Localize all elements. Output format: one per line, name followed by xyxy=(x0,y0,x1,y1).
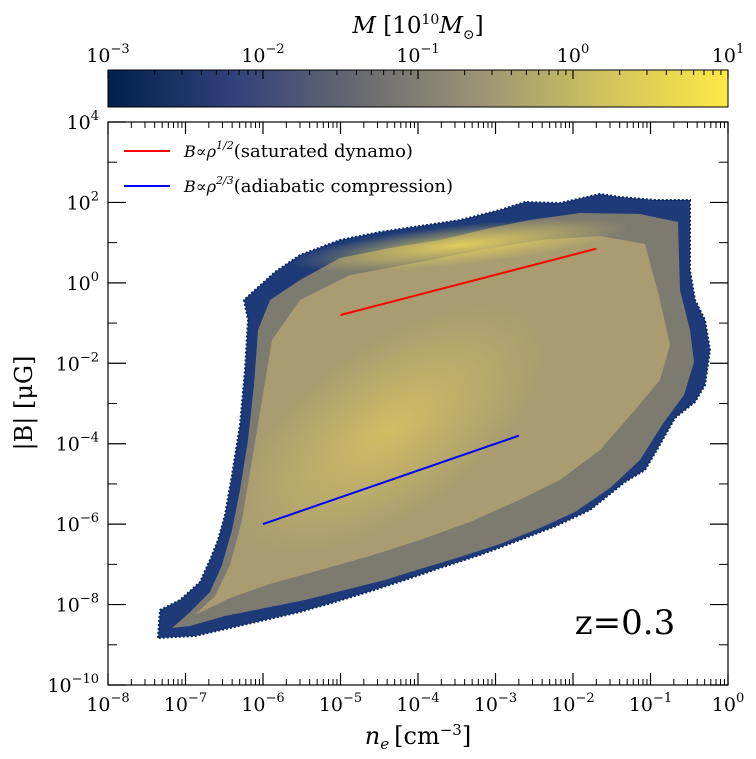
y-tick-label: 10−2 xyxy=(56,350,99,375)
x-tick-label: 10−2 xyxy=(551,691,594,716)
legend: B∝ρ1/2(saturated dynamo) B∝ρ2/3(adiabati… xyxy=(124,139,453,197)
x-tick-label: 10−7 xyxy=(164,691,207,716)
y-tick-label: 10−8 xyxy=(56,592,99,617)
x-tick-label: 10−8 xyxy=(86,691,129,716)
x-tick-label: 10−5 xyxy=(319,691,362,716)
redshift-annotation: z=0.3 xyxy=(575,603,675,643)
colorbar-tick-label: 10−1 xyxy=(396,42,439,67)
colorbar-tick-label: 100 xyxy=(557,42,589,67)
x-tick-label: 10−1 xyxy=(629,691,672,716)
y-tick-label: 10−6 xyxy=(56,511,99,536)
x-tick-label: 100 xyxy=(712,691,744,716)
colorbar-tick-labels: 10−3 10−2 10−1 100 101 xyxy=(86,42,744,67)
x-axis-label: ne [cm−3] xyxy=(365,721,471,753)
y-axis-tick-labels: 104 102 100 10−2 10−4 10−6 10−8 10−10 xyxy=(47,109,99,697)
series-line-adiabatic-compression xyxy=(262,434,520,526)
legend-label-adiabatic: B∝ρ2/3(adiabatic compression) xyxy=(183,174,453,197)
legend-label-dynamo: B∝ρ1/2(saturated dynamo) xyxy=(183,139,413,162)
plot-area: 10−8 10−7 10−6 10−5 10−4 10−3 10−2 10−1 100 1041… xyxy=(47,109,744,716)
y-axis-label: |B| [μG] xyxy=(10,356,39,451)
density-heatmap xyxy=(156,192,712,640)
colorbar-label: M [1010M⊙] xyxy=(351,12,483,43)
y-axis-ticks xyxy=(108,121,728,686)
series-line-saturated-dynamo xyxy=(340,247,597,316)
colorbar: M [1010M⊙] 10−3 10−2 10−1 100 101 xyxy=(86,12,744,108)
x-tick-label: 10−6 xyxy=(241,691,284,716)
colorbar-tick-label: 10−2 xyxy=(241,42,284,67)
colorbar-ticks xyxy=(107,70,729,79)
y-tick-label: 100 xyxy=(67,270,99,295)
y-tick-label: 102 xyxy=(67,189,99,214)
x-axis-tick-labels: 10−8 10−7 10−6 10−5 10−4 10−3 10−2 10−1 100 xyxy=(86,691,744,716)
y-tick-label: 10−4 xyxy=(56,431,99,456)
x-tick-label: 10−4 xyxy=(396,691,439,716)
x-axis-ticks xyxy=(107,122,729,685)
x-tick-label: 10−3 xyxy=(474,691,517,716)
density-top-band xyxy=(290,218,630,272)
y-tick-label: 10−10 xyxy=(47,672,99,697)
colorbar-tick-label: 10−3 xyxy=(86,42,129,67)
density-core xyxy=(234,305,546,555)
y-tick-label: 104 xyxy=(67,109,99,134)
colorbar-tick-label: 101 xyxy=(712,42,744,67)
fit-lines xyxy=(262,247,597,526)
